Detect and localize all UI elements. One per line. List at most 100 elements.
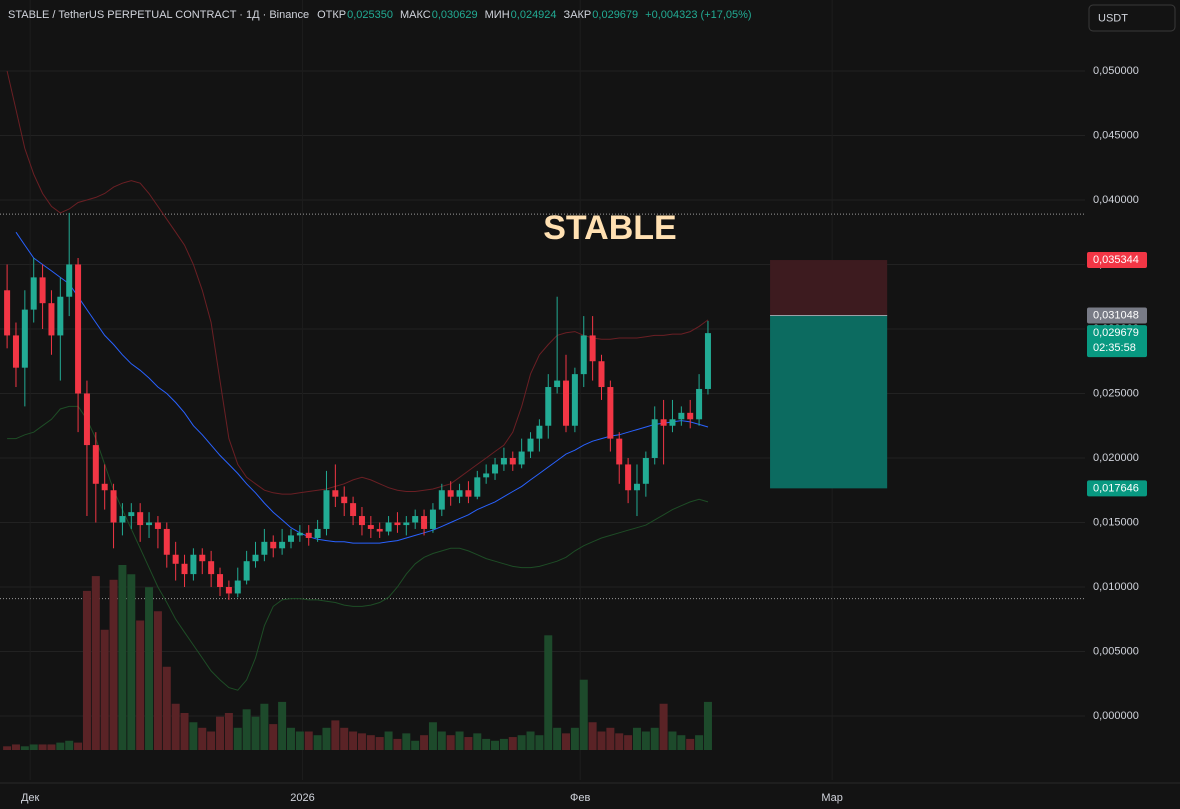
price-tag (1087, 325, 1147, 358)
grid (0, 70, 1085, 717)
candle-body (261, 541, 268, 555)
candle-body (527, 438, 534, 452)
volume-bar (624, 735, 633, 750)
price-tag (1087, 307, 1147, 324)
volume-bar (233, 727, 242, 750)
candle-body (190, 554, 197, 575)
volume-bar (535, 735, 544, 750)
chart-title: STABLE / TetherUS PERPETUAL CONTRACT · 1… (8, 9, 309, 21)
candle-body (429, 509, 436, 529)
candle-body (563, 380, 570, 426)
position-reward (770, 315, 888, 489)
volume-bar (677, 735, 686, 750)
volume-bar (340, 727, 349, 750)
candle-body (438, 490, 445, 510)
volume-bar (650, 727, 659, 750)
candle-body (589, 335, 596, 362)
volume-bar (588, 722, 597, 750)
volume-bar (703, 701, 712, 750)
volume-bar (420, 735, 429, 750)
volume-bar (82, 590, 91, 750)
volume-bar (224, 713, 233, 750)
candle-body (358, 516, 365, 526)
volume-bar (38, 744, 47, 750)
volume-bar (136, 620, 145, 750)
candle-body (687, 412, 694, 420)
volume-bar (428, 722, 437, 750)
candle-body (465, 490, 472, 497)
candle-body (154, 522, 161, 529)
candle-body (341, 496, 348, 504)
candle-body (500, 457, 507, 465)
candle-body (616, 438, 623, 465)
y-tick-label: 0,020000 (1093, 452, 1139, 464)
stat-value: 0,030629 (432, 9, 478, 21)
volume-bar (632, 727, 641, 750)
price-tag-label: 0,031048 (1093, 309, 1139, 321)
candle-body (172, 554, 179, 564)
volume-bar (153, 611, 162, 750)
indicator-line (7, 405, 709, 691)
countdown: 02:35:58 (1093, 342, 1136, 354)
volume-bar (47, 744, 56, 750)
candle-body (474, 477, 481, 497)
volume-bar (74, 742, 83, 750)
volume-bar (570, 727, 579, 750)
candle-body (75, 264, 82, 394)
volume-bar (20, 746, 29, 750)
candle-body (279, 541, 286, 549)
candle-body (678, 412, 685, 420)
stat-label: ЗАКР (564, 9, 592, 21)
volume-bar (508, 737, 517, 750)
candle-body (651, 419, 658, 458)
candle-body (234, 580, 241, 594)
volume-bar (198, 727, 207, 750)
candle-body (660, 419, 667, 426)
candle-body (243, 561, 250, 581)
volume-bar (615, 733, 624, 750)
candle-body (287, 535, 294, 542)
candle-body (163, 528, 170, 555)
volume-bar (482, 738, 491, 750)
candle-body (101, 483, 108, 491)
volume-bar (553, 727, 562, 750)
volume-bar (695, 735, 704, 750)
indicator-line (15, 231, 709, 544)
volume-bar (562, 733, 571, 750)
volume-bar (384, 731, 393, 750)
candle-body (456, 490, 463, 497)
x-tick-label: Фев (570, 792, 590, 804)
volume-bar (216, 716, 225, 750)
volume-bar (641, 731, 650, 750)
stat-value: 0,029679 (592, 9, 638, 21)
volume-bar (278, 701, 287, 750)
volume-bar (606, 727, 615, 750)
y-tick-label: 0,045000 (1093, 129, 1139, 141)
volume-bar (100, 629, 109, 750)
candle-body (704, 333, 711, 389)
volume-bar (29, 744, 38, 750)
currency-button[interactable] (1088, 4, 1176, 32)
candle-body (509, 457, 516, 465)
volume-bar (517, 735, 526, 750)
volume-bar (411, 740, 420, 750)
candle-body (483, 473, 490, 478)
volume-bar (402, 733, 411, 750)
volume-bar (118, 565, 127, 750)
candle-body (252, 554, 259, 562)
volume-bar (251, 716, 260, 750)
volume-bar (162, 666, 171, 750)
candle-body (580, 335, 587, 375)
candle-body (571, 374, 578, 426)
candle-body (181, 563, 188, 575)
price-tag (1087, 480, 1147, 497)
volume-bar (295, 731, 304, 750)
x-tick-label: 2026 (290, 792, 314, 804)
candle-body (421, 516, 428, 529)
price-tag-label: 0,029679 (1093, 327, 1139, 339)
volume-bar (668, 731, 677, 750)
stat-label: ОТКР (317, 9, 346, 21)
candle-body (92, 445, 99, 484)
annotation: STABLE (543, 209, 676, 247)
